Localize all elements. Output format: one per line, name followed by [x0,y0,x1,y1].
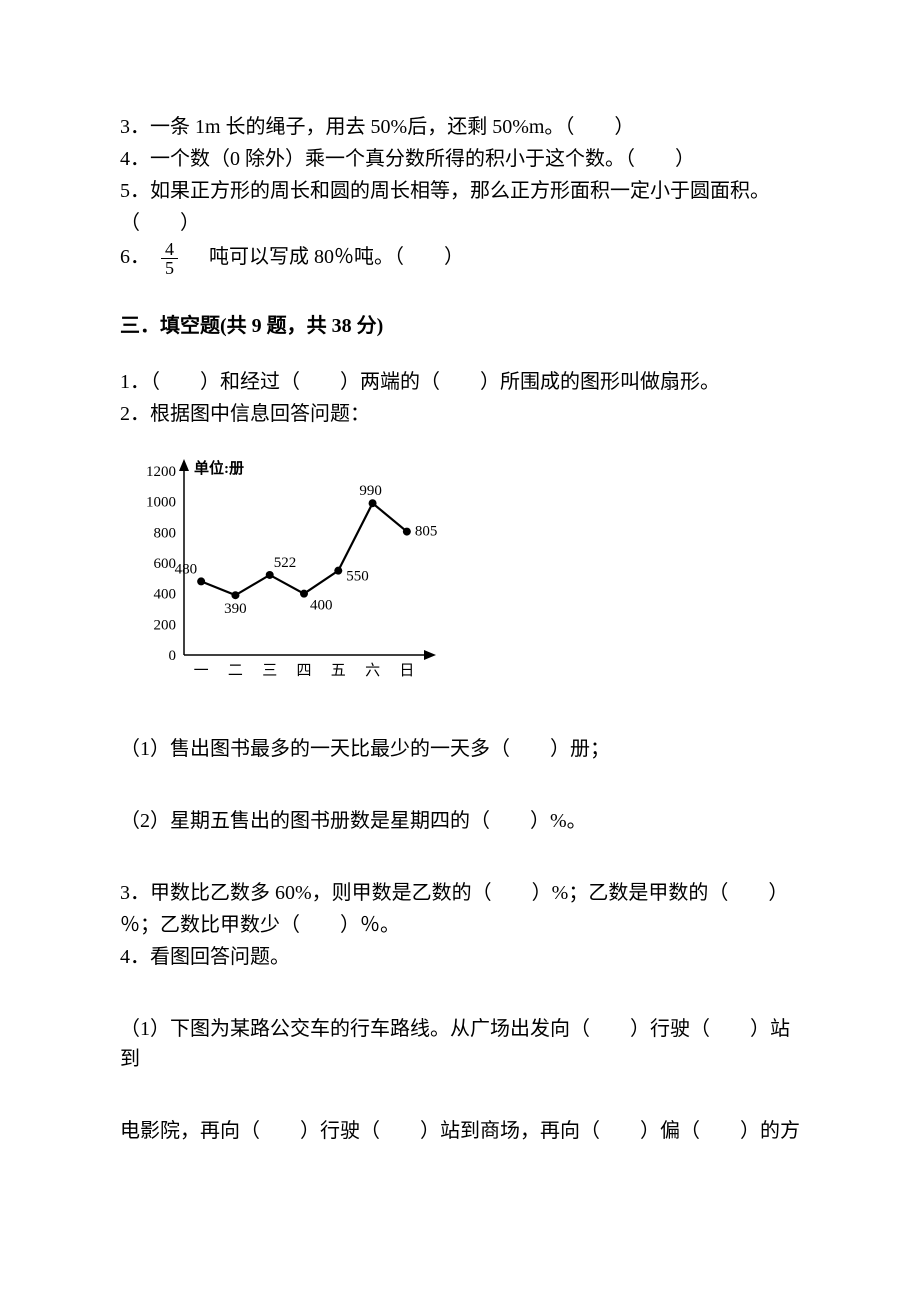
question-3: 3．一条 1m 长的绳子，用去 50%后，还剩 50%m。（ ） [120,112,800,142]
svg-text:550: 550 [346,569,369,585]
s3-q2-sub1: （1）售出图书最多的一天比最少的一天多（ ）册； [120,734,800,764]
svg-text:四: 四 [296,663,311,679]
question-6-suffix: 吨可以写成 80％吨。（ ） [189,246,464,268]
page: 3．一条 1m 长的绳子，用去 50%后，还剩 50%m。（ ） 4．一个数（0… [0,0,920,1302]
svg-text:六: 六 [365,662,380,679]
question-4: 4．一个数（0 除外）乘一个真分数所得的积小于这个数。（ ） [120,144,800,174]
svg-text:805: 805 [415,524,438,540]
question-5-line1: 5．如果正方形的周长和圆的周长相等，那么正方形面积一定小于圆面积。 [120,176,800,206]
svg-text:1000: 1000 [146,495,176,511]
s3-question-3-line1: 3．甲数比乙数多 60%，则甲数是乙数的（ ）%；乙数是甲数的（ ） [120,878,800,908]
svg-text:一: 一 [194,663,209,679]
fraction-numerator: 4 [161,240,178,258]
question-6-prefix: 6． [120,246,150,268]
svg-text:600: 600 [154,556,177,572]
s3-q4-sub2: 电影院，再向（ ）行驶（ ）站到商场，再向（ ）偏（ ）的方 [120,1116,800,1146]
svg-text:480: 480 [175,561,198,577]
section-3-title: 三．填空题(共 9 题，共 38 分) [120,311,800,341]
s3-q2-sub2: （2）星期五售出的图书册数是星期四的（ ）%。 [120,806,800,836]
line-chart: 0 200 400 600 800 1000 1200 单位:册一 二 三 四 五 六 日 480 390 52… [128,453,800,692]
svg-text:三: 三 [262,663,277,679]
svg-text:单位:册: 单位:册 [194,459,244,477]
svg-text:800: 800 [154,525,177,541]
svg-text:990: 990 [359,483,382,499]
svg-text:400: 400 [310,598,333,614]
svg-text:200: 200 [154,617,177,633]
s3-question-1: 1．（ ）和经过（ ）两端的（ ）所围成的图形叫做扇形。 [120,367,800,397]
svg-text:1200: 1200 [146,464,176,480]
svg-text:400: 400 [154,587,177,603]
line-chart-svg: 0 200 400 600 800 1000 1200 单位:册一 二 三 四 五 六 日 480 390 52… [128,453,438,683]
svg-text:0: 0 [169,648,177,664]
question-6: 6． 4 5 吨可以写成 80％吨。（ ） [120,240,800,277]
svg-text:522: 522 [274,555,297,571]
fraction-four-fifths: 4 5 [161,240,178,277]
svg-text:五: 五 [331,663,346,679]
svg-text:390: 390 [224,601,247,617]
svg-text:日: 日 [399,663,414,679]
s3-q4-sub1: （1）下图为某路公交车的行车路线。从广场出发向（ ）行驶（ ）站到 [120,1014,800,1074]
s3-question-2: 2．根据图中信息回答问题： [120,399,800,429]
s3-question-4: 4．看图回答问题。 [120,942,800,972]
question-5-line2: （ ） [120,208,800,238]
fraction-denominator: 5 [161,258,178,277]
svg-text:二: 二 [228,663,243,679]
s3-question-3-line2: ％；乙数比甲数少（ ）％。 [120,910,800,940]
